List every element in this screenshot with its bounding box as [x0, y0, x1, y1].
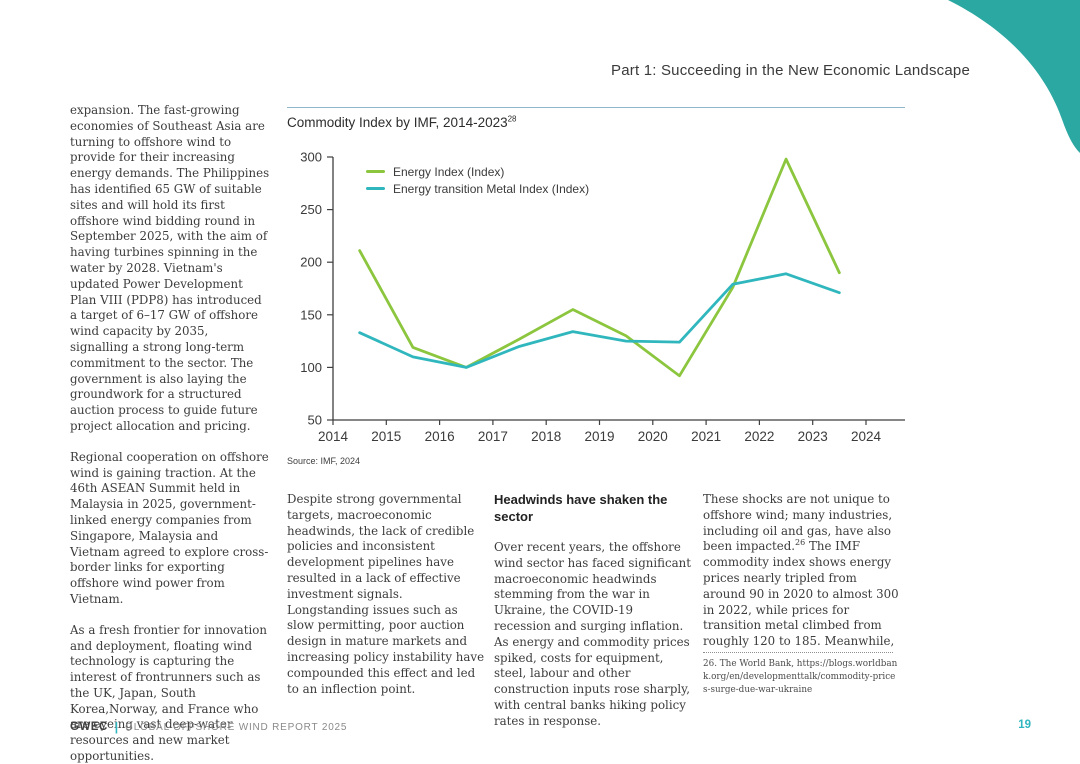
chart-x-tick-label: 2016 — [425, 429, 455, 444]
paragraph: Despite strong governmental targets, mac… — [287, 492, 485, 696]
chart-x-tick-label: 2023 — [798, 429, 828, 444]
paragraph-text: The IMF commodity index shows energy pri… — [703, 539, 899, 649]
column-despite: Despite strong governmental targets, mac… — [287, 492, 485, 712]
chart-x-tick-label: 2017 — [478, 429, 508, 444]
page-header-title: Part 1: Succeeding in the New Economic L… — [611, 62, 970, 79]
page-footer: GWEC | GLOBAL OFFSHORE WIND REPORT 2025 — [70, 720, 347, 734]
column-headwinds: Headwinds have shaken the sector Over re… — [494, 492, 692, 745]
legend-item-metal: Energy transition Metal Index (Index) — [366, 180, 589, 197]
paragraph: expansion. The fast-growing economies of… — [70, 103, 270, 433]
footnote-text: 26. The World Bank, https://blogs.worldb… — [703, 659, 898, 695]
chart-y-tick-label: 50 — [308, 413, 322, 428]
chart-y-tick-label: 200 — [300, 255, 322, 270]
chart-x-tick-label: 2014 — [318, 429, 349, 444]
chart-y-tick-label: 100 — [300, 360, 322, 375]
paragraph: These shocks are not unique to offshore … — [703, 492, 900, 650]
legend-label-energy: Energy Index (Index) — [393, 164, 505, 179]
chart-x-tick-label: 2015 — [371, 429, 401, 444]
chart-y-tick-label: 150 — [300, 307, 322, 322]
paragraph: Regional cooperation on offshore wind is… — [70, 449, 269, 606]
chart-y-tick-label: 300 — [300, 150, 322, 165]
footer-separator: | — [114, 720, 119, 734]
left-column: expansion. The fast-growing economies of… — [70, 103, 270, 764]
chart-top-rule — [287, 107, 905, 108]
chart-x-tick-label: 2019 — [584, 429, 614, 444]
legend-swatch-metal — [366, 186, 385, 191]
paragraph-text: These shocks are not unique to offshore … — [703, 492, 893, 554]
chart-title-superscript: 28 — [507, 114, 517, 124]
chart-x-tick-label: 2020 — [638, 429, 668, 444]
legend-item-energy: Energy Index (Index) — [366, 163, 589, 180]
chart-title-text: Commodity Index by IMF, 2014-2023 — [287, 115, 508, 130]
chart-legend: Energy Index (Index) Energy transition M… — [366, 163, 589, 197]
chart-x-tick-label: 2024 — [851, 429, 882, 444]
chart-series-line-energy — [358, 157, 841, 378]
footer-brand: GWEC — [70, 721, 108, 733]
legend-label-metal: Energy transition Metal Index (Index) — [393, 181, 590, 196]
legend-swatch-energy — [366, 169, 385, 174]
chart-title: Commodity Index by IMF, 2014-202328 — [287, 115, 517, 130]
chart-x-tick-label: 2022 — [744, 429, 774, 444]
footnote-reference-superscript: 26 — [795, 538, 806, 548]
chart-x-tick-label: 2018 — [531, 429, 561, 444]
footnote-rule — [703, 652, 893, 653]
column-shocks: These shocks are not unique to offshore … — [703, 492, 900, 665]
footer-report-title: GLOBAL OFFSHORE WIND REPORT 2025 — [125, 721, 348, 733]
footer-page-number: 19 — [1018, 719, 1031, 731]
chart-source: Source: IMF, 2024 — [287, 456, 361, 466]
paragraph: As a fresh frontier for innovation and d… — [70, 622, 267, 764]
commodity-chart-svg: 50 100 150 200 250 300 2014 2015 2016 2017 2018 201… — [300, 150, 905, 444]
column-heading: Headwinds have shaken the sector — [494, 492, 668, 524]
chart-y-tick-label: 250 — [300, 202, 322, 217]
chart-series-line-metal — [358, 272, 841, 369]
paragraph: Over recent years, the offshore wind sec… — [494, 540, 691, 728]
chart-x-tick-label: 2021 — [691, 429, 721, 444]
